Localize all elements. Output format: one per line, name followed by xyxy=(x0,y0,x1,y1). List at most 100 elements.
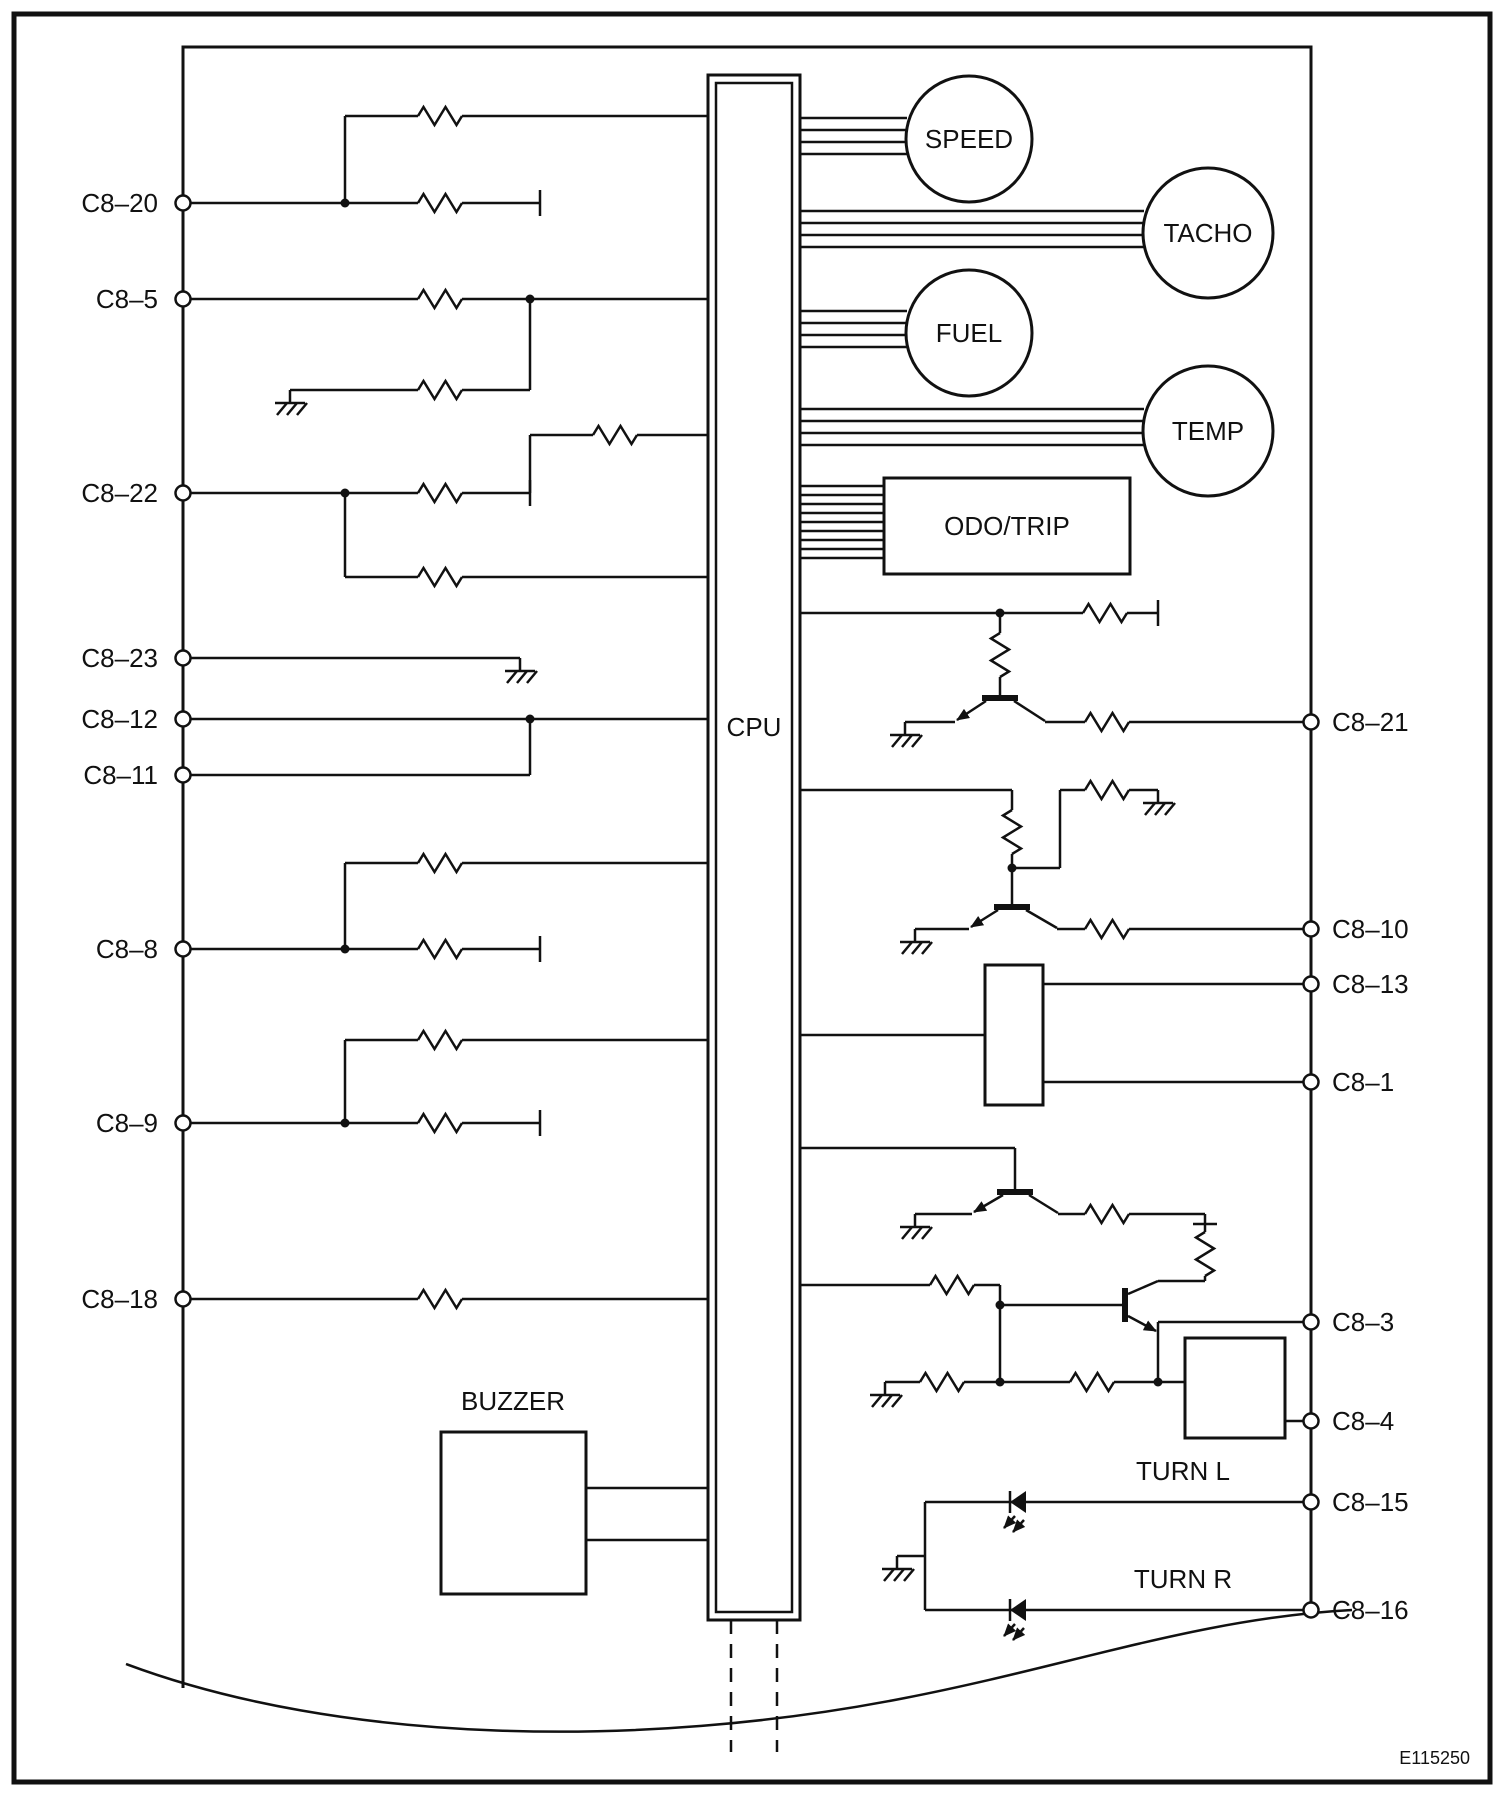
transistor-emitter xyxy=(970,908,999,929)
c8-18-circuit: C8–18 xyxy=(81,1284,708,1314)
temp-gauge-circle xyxy=(1141,364,1275,498)
resistor xyxy=(416,105,464,127)
c8-12-circuit: C8–12 C8–11 xyxy=(81,704,708,790)
buzzer-label: BUZZER xyxy=(461,1386,565,1416)
resistor xyxy=(1083,1203,1131,1225)
cpu-block: CPU xyxy=(706,73,802,1752)
pin-c8-22 xyxy=(174,484,192,502)
temp-gauge: TEMP xyxy=(800,364,1275,498)
odo-trip-box xyxy=(882,476,1132,576)
speed-gauge-circle xyxy=(904,74,1034,204)
ground-symbol xyxy=(888,720,924,749)
odo-trip-block: ODO/TRIP xyxy=(800,476,1132,576)
junction-dot xyxy=(525,714,535,724)
figure-code: E115250 xyxy=(1399,1748,1470,1768)
pin-c8-11 xyxy=(174,766,192,784)
pin-label-c8-4: C8–4 xyxy=(1332,1406,1394,1436)
pin-label-c8-9: C8–9 xyxy=(96,1108,158,1138)
pin-label-c8-13: C8–13 xyxy=(1332,969,1409,999)
resistor xyxy=(1081,602,1129,624)
pin-c8-15 xyxy=(1302,1493,1320,1511)
pin-c8-1 xyxy=(1302,1073,1320,1091)
pin-c8-5 xyxy=(174,290,192,308)
cpu-label: CPU xyxy=(727,712,782,742)
c8-20-circuit: C8–20 xyxy=(81,105,708,218)
pin-label-c8-15: C8–15 xyxy=(1332,1487,1409,1517)
pin-c8-18 xyxy=(174,1290,192,1308)
pin-c8-13 xyxy=(1302,975,1320,993)
turn-left-label: TURN L xyxy=(1136,1456,1230,1486)
junction-dot xyxy=(340,944,350,954)
resistor xyxy=(591,424,639,446)
pin-label-c8-21: C8–21 xyxy=(1332,707,1409,737)
c8-21-circuit: C8–21 xyxy=(800,598,1409,749)
turn-left-led-icon xyxy=(1004,1491,1026,1532)
c8-22-circuit: C8–22 xyxy=(81,424,708,588)
resistor xyxy=(1083,918,1131,940)
buzzer-block: BUZZER xyxy=(439,1386,708,1596)
c8-23-circuit: C8–23 xyxy=(81,643,539,685)
junction-dot xyxy=(995,1300,1005,1310)
junction-dot xyxy=(340,1118,350,1128)
resistor xyxy=(1083,779,1131,801)
ground-symbol xyxy=(1141,788,1177,817)
pin-label-c8-18: C8–18 xyxy=(81,1284,158,1314)
speed-gauge: SPEED xyxy=(800,74,1034,204)
turn-right-label: TURN R xyxy=(1134,1564,1232,1594)
resistor xyxy=(1083,711,1131,733)
pin-c8-20 xyxy=(174,194,192,212)
resistor xyxy=(928,1274,976,1296)
transistor-emitter xyxy=(1127,1314,1157,1333)
page-border xyxy=(11,11,1493,1785)
transistor-collector xyxy=(1025,908,1058,930)
resistor xyxy=(416,482,464,504)
transistor-collector xyxy=(1028,1193,1059,1215)
pin-label-c8-20: C8–20 xyxy=(81,188,158,218)
pin-label-c8-22: C8–22 xyxy=(81,478,158,508)
pin-label-c8-23: C8–23 xyxy=(81,643,158,673)
resistor xyxy=(416,566,464,588)
resistor xyxy=(416,379,464,401)
c8-5-circuit: C8–5 xyxy=(96,284,708,417)
tacho-gauge-circle xyxy=(1141,166,1275,300)
tacho-gauge-label: TACHO xyxy=(1163,218,1252,248)
output-box xyxy=(1183,1336,1287,1440)
cpu-inner-box xyxy=(714,81,794,1614)
pin-c8-3 xyxy=(1302,1313,1320,1331)
resistor xyxy=(918,1371,966,1393)
junction-dot xyxy=(995,1377,1005,1387)
transistor-emitter xyxy=(956,699,987,722)
turn-right-led-icon xyxy=(1004,1599,1026,1640)
cpu-outer-box xyxy=(706,73,802,1622)
turn-indicator-circuit: TURN L C8–15 TURN R C8–16 xyxy=(880,1456,1409,1640)
c8-3-c8-4-circuit: C8–3 C8–4 xyxy=(800,1146,1394,1440)
transistor-collector xyxy=(1013,699,1046,723)
schematic-frame xyxy=(125,45,1353,1733)
junction-dot xyxy=(340,198,350,208)
buzzer-box xyxy=(439,1430,588,1596)
transistor-collector xyxy=(1127,1279,1159,1296)
resistor xyxy=(989,631,1011,679)
ground-symbol xyxy=(880,1554,916,1583)
fuel-gauge-circle xyxy=(904,268,1034,398)
interface-box xyxy=(983,963,1045,1107)
ground-symbol xyxy=(898,927,934,956)
temp-gauge-label: TEMP xyxy=(1172,416,1244,446)
resistor xyxy=(416,1029,464,1051)
pin-label-c8-11: C8–11 xyxy=(83,760,158,790)
junction-dot xyxy=(525,294,535,304)
break-wave-line xyxy=(125,1608,1353,1733)
fuel-gauge: FUEL xyxy=(800,268,1034,398)
ground-symbol xyxy=(503,656,539,685)
pin-c8-23 xyxy=(174,649,192,667)
resistor xyxy=(416,1112,464,1134)
resistor xyxy=(416,288,464,310)
ground-symbol xyxy=(898,1212,934,1241)
pin-c8-8 xyxy=(174,940,192,958)
c8-13-c8-1-circuit: C8–13 C8–1 xyxy=(800,963,1409,1107)
resistor xyxy=(416,938,464,960)
c8-10-circuit: C8–10 xyxy=(800,779,1409,956)
pin-c8-4 xyxy=(1302,1412,1320,1430)
tacho-gauge: TACHO xyxy=(800,166,1275,300)
